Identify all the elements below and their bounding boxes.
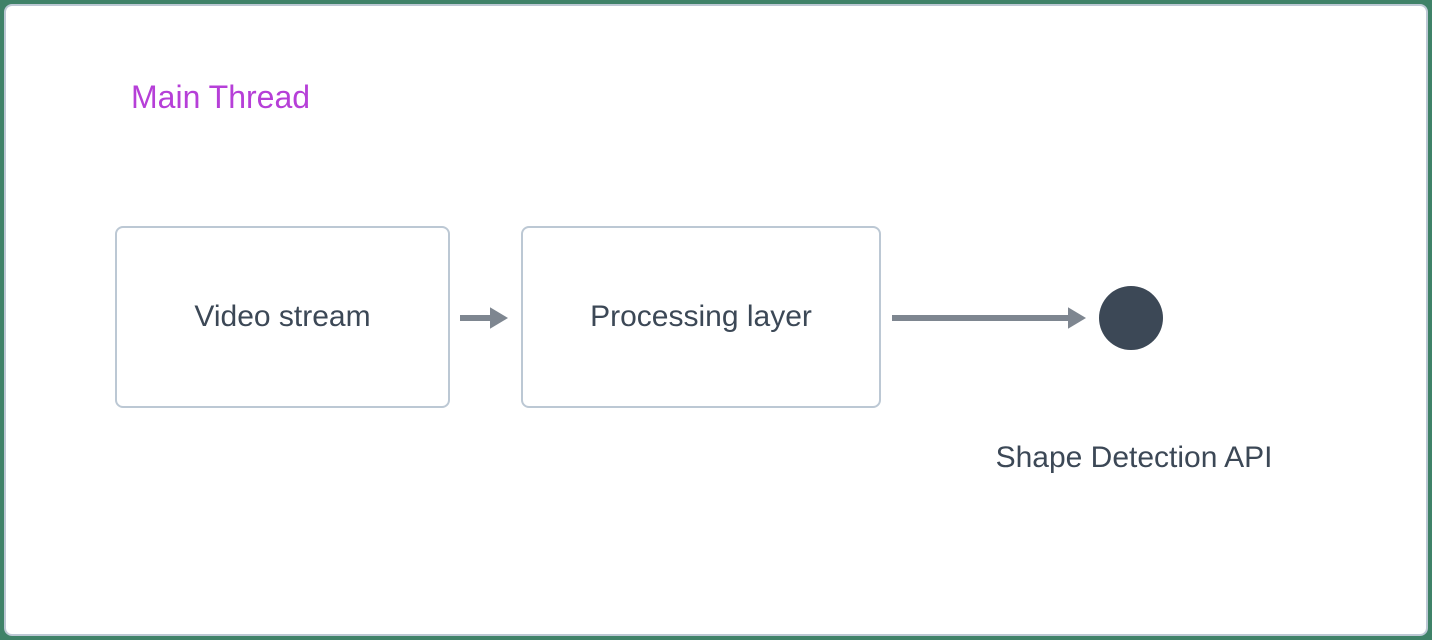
diagram-outer: Main Thread Video stream Processing laye…: [0, 0, 1432, 640]
arrow-processing-to-shape: [874, 300, 1104, 342]
video-stream-label: Video stream: [194, 300, 370, 334]
video-stream-node: Video stream: [115, 226, 450, 408]
processing-layer-node: Processing layer: [521, 226, 881, 408]
diagram-title: Main Thread: [131, 79, 310, 116]
arrow-video-to-processing: [442, 300, 526, 342]
main-thread-container: Main Thread Video stream Processing laye…: [4, 4, 1428, 636]
processing-layer-label: Processing layer: [590, 300, 812, 334]
shape-detection-node: [1099, 286, 1163, 350]
shape-detection-label: Shape Detection API: [996, 441, 1273, 475]
